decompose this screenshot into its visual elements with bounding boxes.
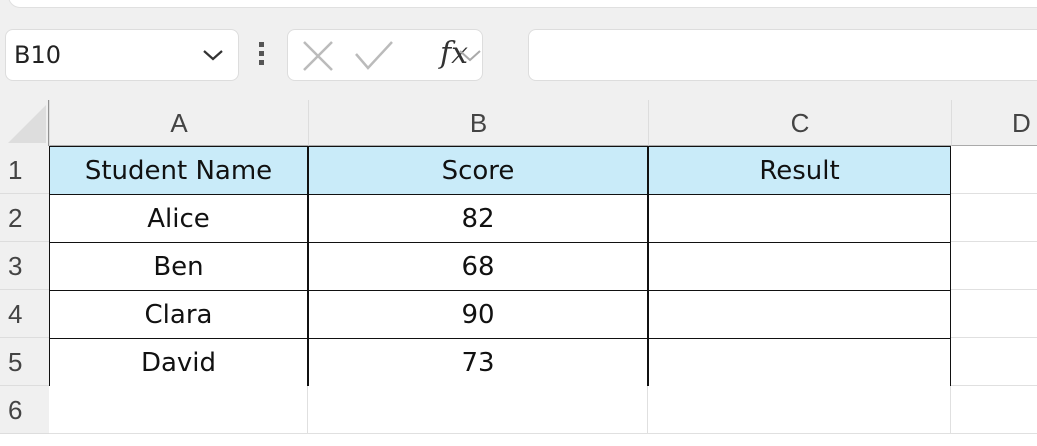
column-header-c[interactable]: C: [648, 100, 951, 146]
empty-cell[interactable]: [648, 386, 951, 434]
empty-cell[interactable]: [951, 242, 1037, 290]
empty-cell[interactable]: [951, 338, 1037, 386]
table-cell[interactable]: [648, 290, 951, 339]
row-header-1[interactable]: 1: [0, 146, 49, 194]
select-all-button[interactable]: [0, 100, 49, 146]
more-options-icon[interactable]: [259, 42, 267, 69]
row-header-6[interactable]: 6: [0, 386, 49, 434]
table-cell[interactable]: 68: [308, 242, 648, 291]
name-box[interactable]: B10: [5, 29, 239, 81]
row-header-3[interactable]: 3: [0, 242, 49, 290]
row-header-5[interactable]: 5: [0, 338, 49, 386]
formula-input[interactable]: [528, 29, 1037, 81]
empty-cell[interactable]: [951, 290, 1037, 338]
table-cell[interactable]: David: [49, 338, 308, 387]
table-header-cell[interactable]: Result: [648, 146, 951, 195]
empty-cell[interactable]: [951, 146, 1037, 194]
cancel-icon[interactable]: [302, 40, 334, 72]
formula-controls: fx: [287, 29, 483, 81]
check-icon[interactable]: [354, 40, 394, 72]
empty-cell[interactable]: [49, 386, 308, 434]
table-cell[interactable]: 90: [308, 290, 648, 339]
name-box-value: B10: [14, 41, 62, 69]
table-header-cell[interactable]: Student Name: [49, 146, 308, 195]
chevron-down-icon[interactable]: [458, 46, 482, 66]
chevron-down-icon[interactable]: [200, 42, 226, 68]
table-cell[interactable]: Clara: [49, 290, 308, 339]
ribbon-edge: [8, 0, 1037, 8]
cells-area: 1 Student Name Score Result 2 Alice 82 3 Ben 68 4 C…: [0, 146, 1037, 446]
table-cell[interactable]: 73: [308, 338, 648, 387]
column-header-a[interactable]: A: [49, 100, 308, 146]
table-header-cell[interactable]: Score: [308, 146, 648, 195]
column-header-d[interactable]: D: [951, 100, 1037, 146]
column-header-b[interactable]: B: [308, 100, 648, 146]
table-cell[interactable]: Alice: [49, 194, 308, 243]
table-cell[interactable]: 82: [308, 194, 648, 243]
empty-cell[interactable]: [951, 194, 1037, 242]
table-cell[interactable]: [648, 242, 951, 291]
row-header-2[interactable]: 2: [0, 194, 49, 242]
empty-cell[interactable]: [951, 386, 1037, 434]
empty-cell[interactable]: [308, 386, 648, 434]
table-cell[interactable]: [648, 338, 951, 387]
table-cell[interactable]: Ben: [49, 242, 308, 291]
table-cell[interactable]: [648, 194, 951, 243]
row-header-4[interactable]: 4: [0, 290, 49, 338]
